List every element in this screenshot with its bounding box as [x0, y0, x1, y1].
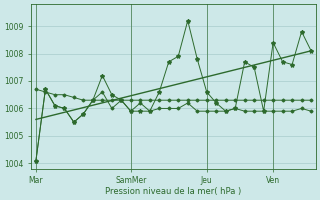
X-axis label: Pression niveau de la mer( hPa ): Pression niveau de la mer( hPa )	[105, 187, 242, 196]
